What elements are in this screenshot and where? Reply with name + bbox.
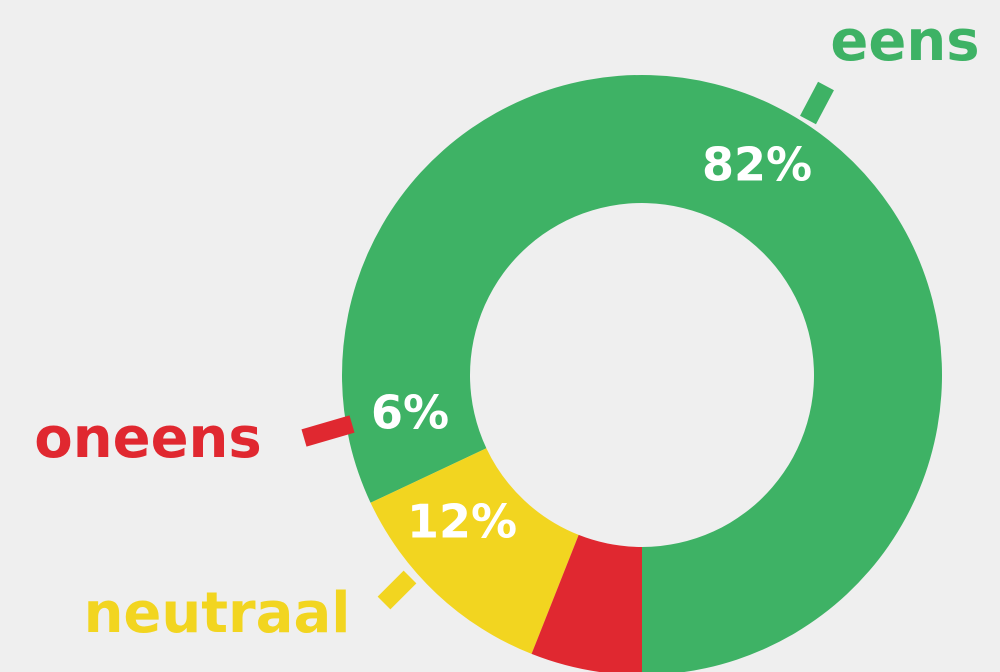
value-label-eens: 82% [702, 138, 812, 192]
category-label-oneens: oneens [34, 406, 262, 471]
value-label-neutraal: 12% [407, 495, 517, 549]
leader-line-neutraal [377, 570, 417, 610]
value-label-oneens: 6% [371, 386, 449, 440]
slice-oneens [531, 534, 642, 672]
leader-line-eens [800, 81, 834, 125]
slice-neutraal [370, 448, 579, 654]
category-label-eens: eens [830, 9, 979, 74]
slice-eens [342, 75, 942, 672]
category-label-neutraal: neutraal [84, 581, 351, 646]
leader-line-oneens [301, 415, 355, 447]
